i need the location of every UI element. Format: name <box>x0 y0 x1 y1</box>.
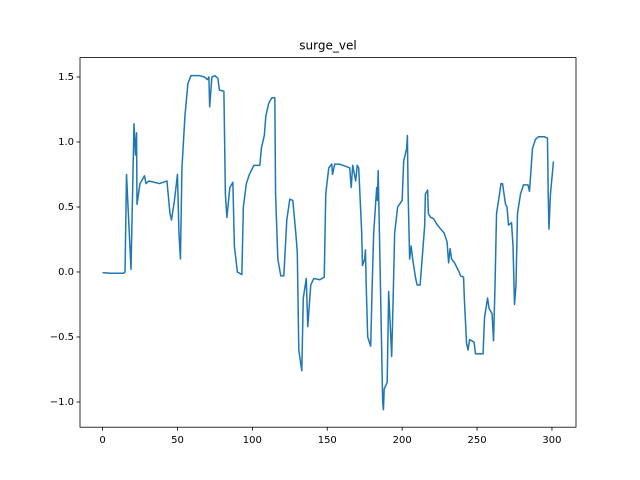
y-tick-label: 0.0 <box>58 267 74 278</box>
y-tick-label: 1.0 <box>58 137 74 148</box>
line <box>102 74 555 411</box>
y-tick-label: −0.5 <box>50 332 74 343</box>
y-tick-label: 0.5 <box>58 202 74 213</box>
chart-title: surge_vel <box>299 39 356 53</box>
x-tick-label: 100 <box>243 435 262 446</box>
y-tick-label: −1.0 <box>50 397 74 408</box>
x-tick-label: 0 <box>99 435 105 446</box>
x-tick-label: 150 <box>318 435 337 446</box>
axes-frame <box>79 57 577 428</box>
x-tick-label: 50 <box>171 435 184 446</box>
y-tick-label: 1.5 <box>58 72 74 83</box>
x-tick-label: 250 <box>468 435 487 446</box>
x-tick-label: 300 <box>542 435 561 446</box>
x-tick-label: 200 <box>393 435 412 446</box>
